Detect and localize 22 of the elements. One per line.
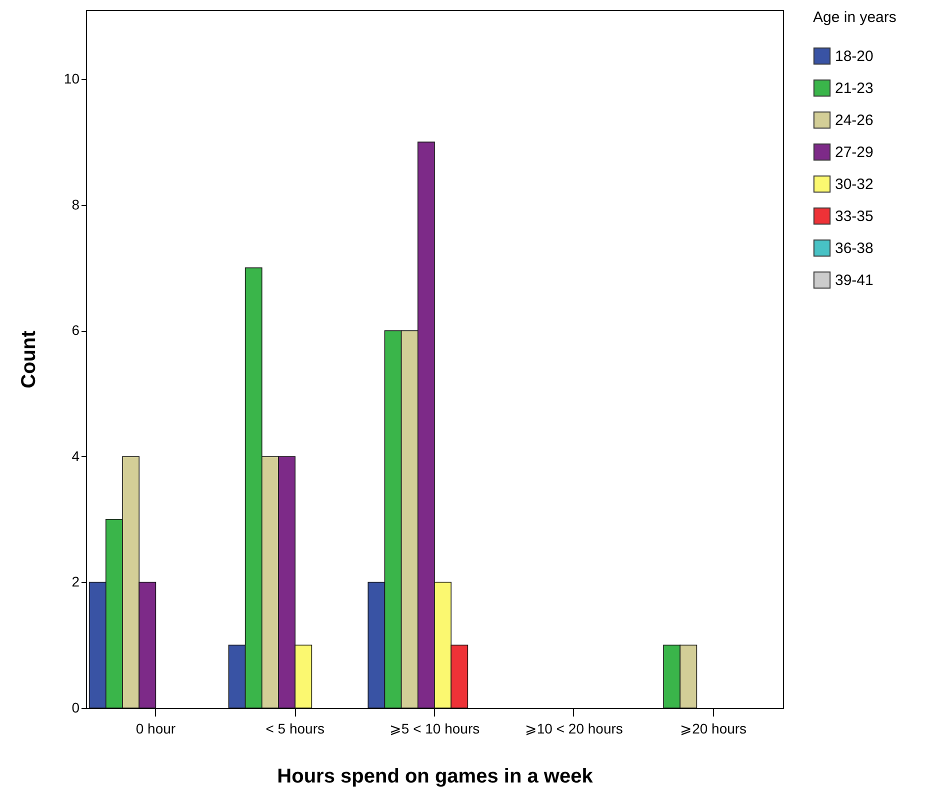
legend-label: 33-35 [835, 208, 874, 225]
y-tick-label: 4 [72, 448, 80, 464]
y-tick-label: 6 [72, 322, 80, 338]
x-axis-title: Hours spend on games in a week [277, 766, 594, 788]
x-tick-label: ⩾5 < 10 hours [389, 720, 480, 736]
legend-label: 21-23 [835, 80, 874, 97]
x-tick-label: ⩾20 hours [680, 720, 747, 736]
legend-label: 27-29 [835, 144, 874, 161]
legend-label: 24-26 [835, 112, 874, 129]
y-tick-label: 8 [72, 196, 80, 212]
legend-label: 18-20 [835, 48, 874, 65]
x-tick-label: 0 hour [136, 720, 176, 736]
y-tick-label: 10 [64, 70, 80, 87]
y-tick-label: 2 [72, 574, 80, 590]
y-tick-label: 0 [72, 700, 80, 716]
y-axis-title: Count [18, 330, 40, 388]
legend-label: 36-38 [835, 240, 874, 257]
x-tick-label: ⩾10 < 20 hours [524, 720, 623, 736]
legend-title: Age in years [813, 9, 896, 26]
legend-label: 30-32 [835, 176, 874, 193]
legend-label: 39-41 [835, 272, 874, 289]
x-tick-label: < 5 hours [266, 720, 324, 736]
